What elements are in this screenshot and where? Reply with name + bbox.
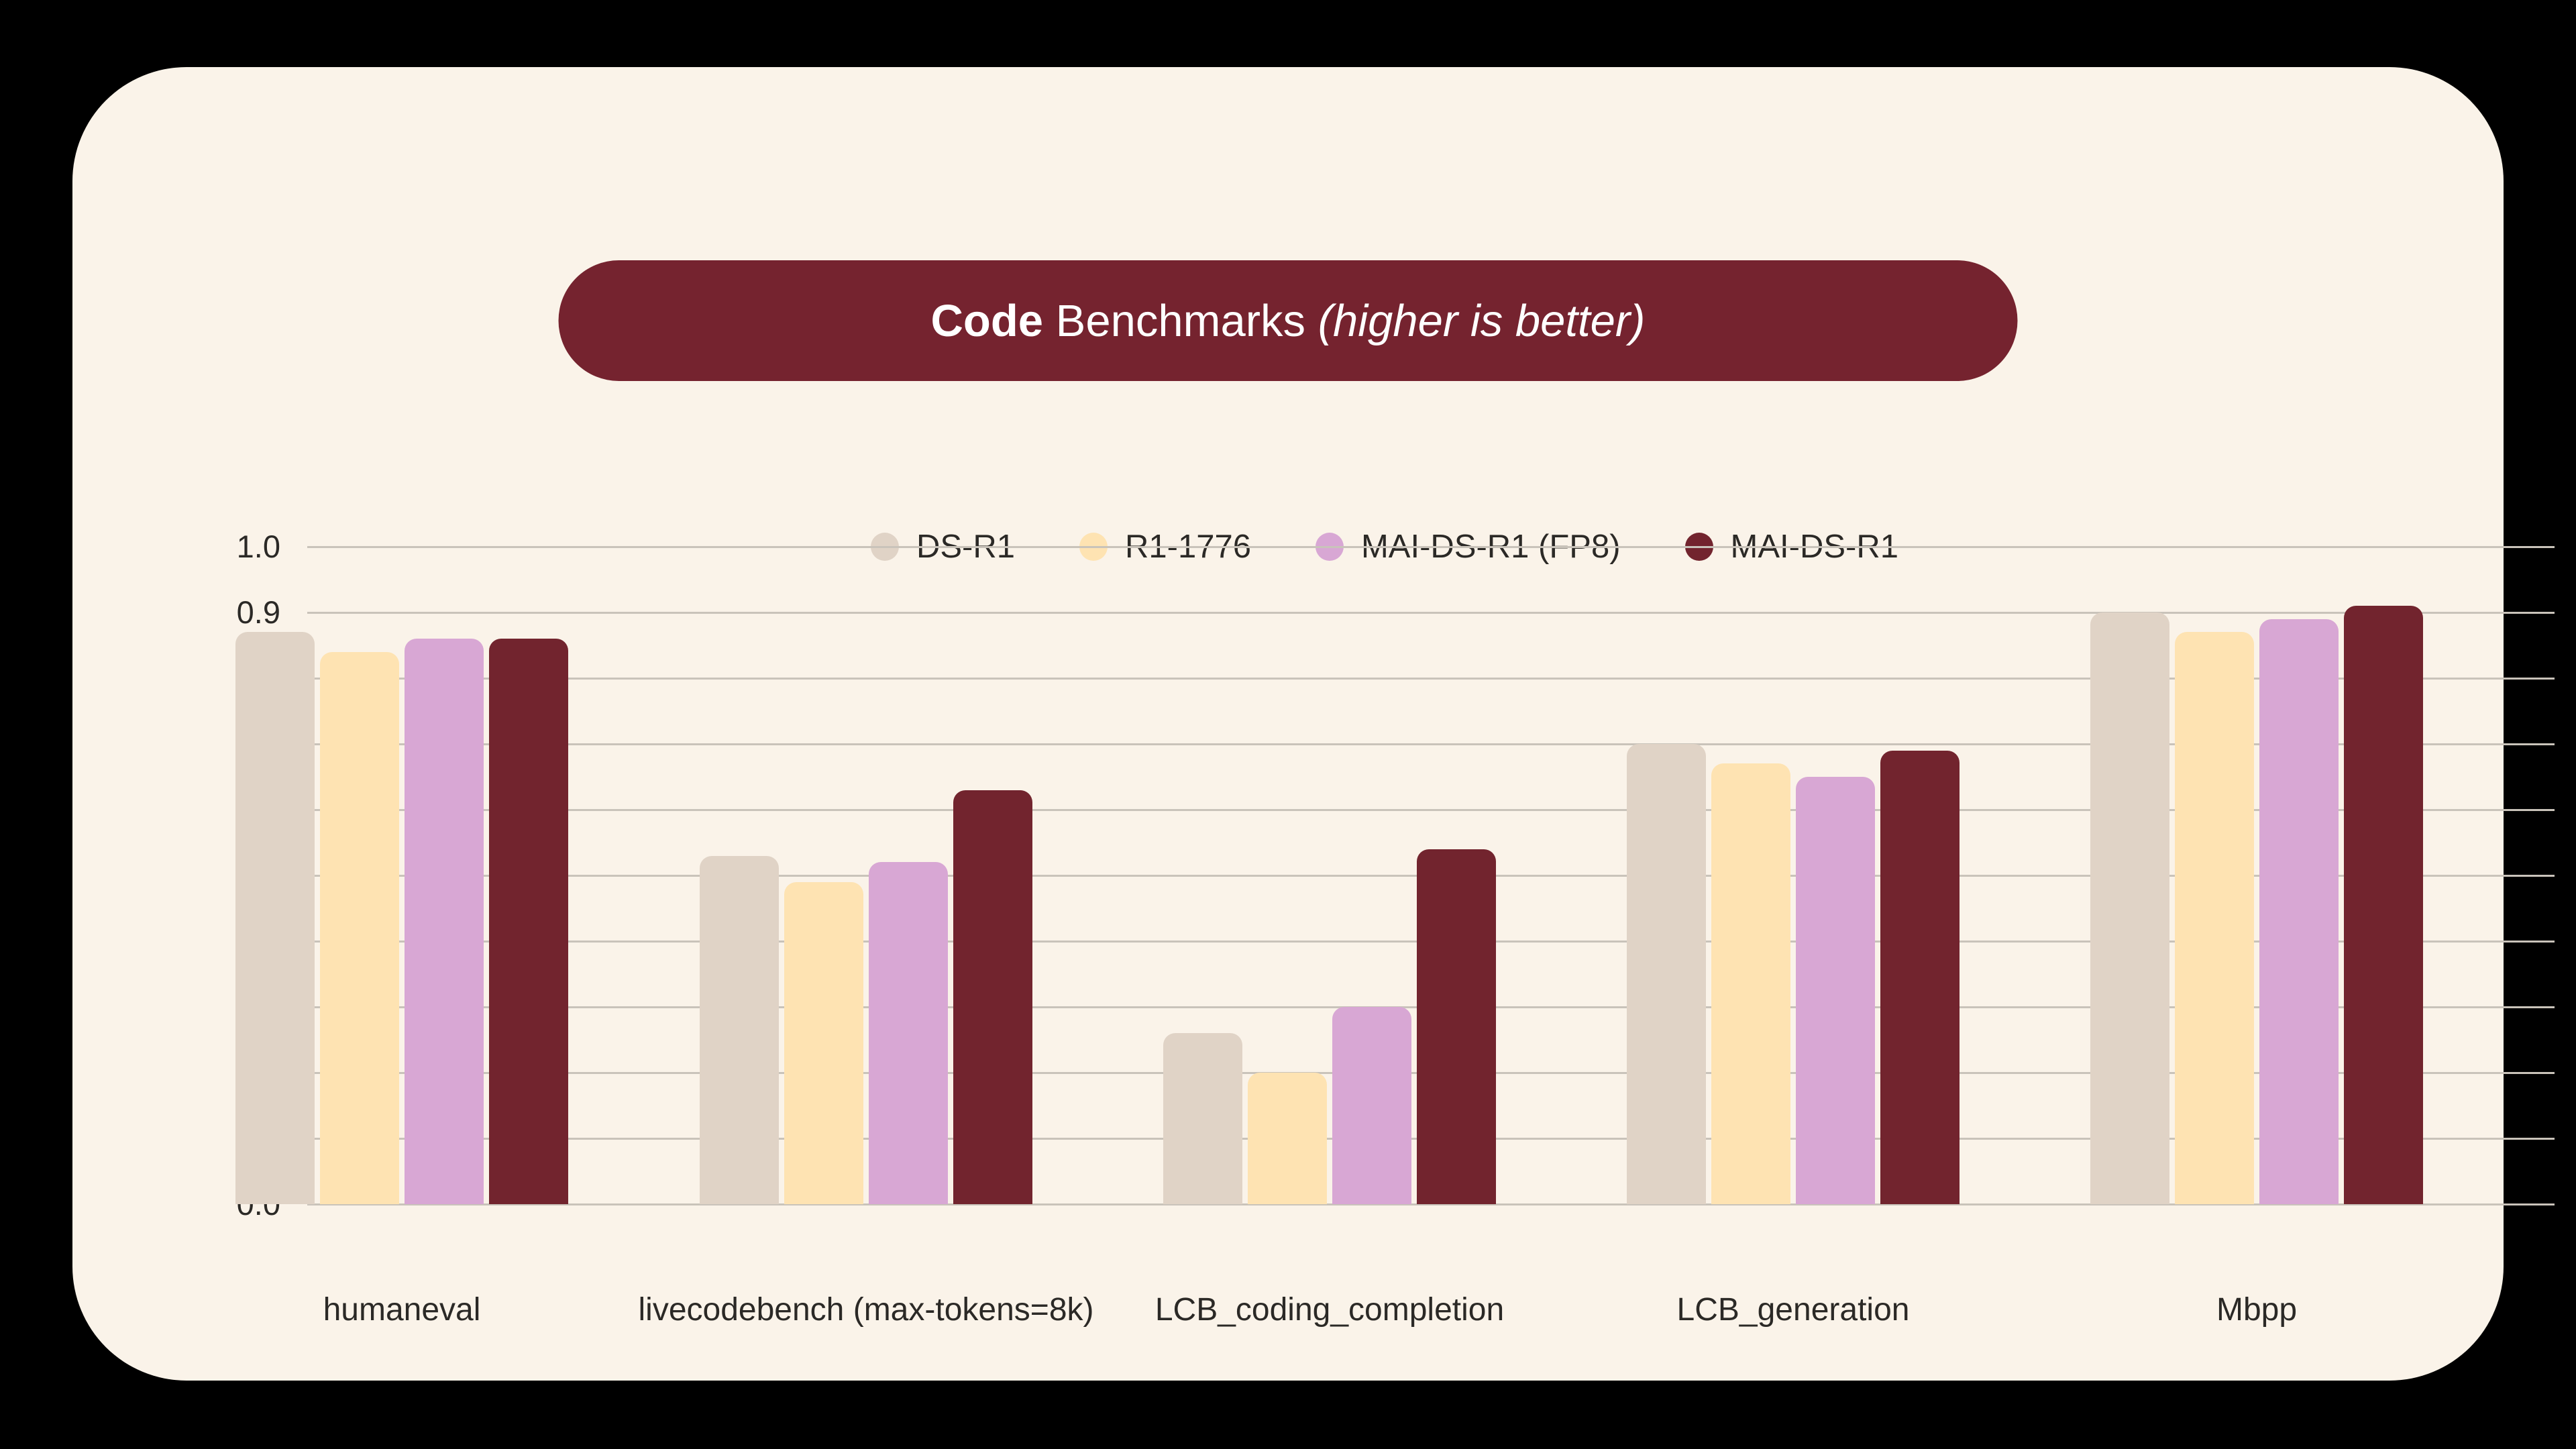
x-axis-category-label: livecodebench (max-tokens=8k) [638, 1292, 1094, 1328]
bar [700, 856, 779, 1204]
bar [1163, 1033, 1242, 1204]
chart-title-pill: Code Benchmarks (higher is better) [558, 260, 2018, 381]
bar [1417, 849, 1496, 1204]
bar [2090, 612, 2169, 1204]
chart-title-text: Benchmarks [1043, 295, 1318, 346]
bar [869, 862, 948, 1204]
bar-group [1163, 547, 1496, 1204]
bar [2344, 606, 2423, 1204]
bar-group [2090, 547, 2423, 1204]
y-axis-tick-label: 1.0 [236, 529, 280, 564]
x-axis-category-label: humaneval [323, 1292, 481, 1328]
bar [2175, 632, 2254, 1204]
bar [1248, 1073, 1327, 1204]
chart-card: Code Benchmarks (higher is better) DS-R1… [72, 67, 2555, 1381]
bar [235, 632, 315, 1204]
x-axis-category-label: LCB_generation [1676, 1292, 1910, 1328]
gridline [307, 546, 2555, 548]
gridline [307, 809, 2555, 811]
bar [1880, 751, 1960, 1204]
bar-group [235, 547, 568, 1204]
x-axis-category-label: Mbpp [2216, 1292, 2298, 1328]
gridline [307, 678, 2555, 680]
bar [320, 652, 399, 1204]
chart-title-italic: (higher is better) [1318, 295, 1646, 346]
bar [405, 639, 484, 1204]
bar-group [700, 547, 1032, 1204]
bar [784, 882, 863, 1204]
bar [1711, 763, 1790, 1204]
bar [953, 790, 1032, 1204]
bar-group [1627, 547, 1960, 1204]
bar [1332, 1007, 1411, 1204]
y-axis-tick-label: 0.9 [236, 594, 280, 630]
bar [1627, 744, 1706, 1204]
bar [1796, 777, 1875, 1204]
gridline [307, 1203, 2555, 1205]
gridline [307, 612, 2555, 614]
bar [489, 639, 568, 1204]
chart-title-bold: Code [930, 295, 1044, 346]
bar [2259, 619, 2339, 1204]
gridline [307, 743, 2555, 745]
x-axis-category-label: LCB_coding_completion [1155, 1292, 1505, 1328]
